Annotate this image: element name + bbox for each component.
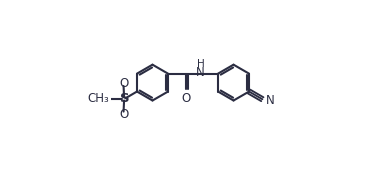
Text: O: O (119, 108, 128, 121)
Text: H: H (197, 59, 204, 69)
Text: S: S (120, 92, 129, 105)
Text: O: O (119, 77, 128, 90)
Text: O: O (181, 92, 190, 105)
Text: N: N (196, 66, 205, 79)
Text: N: N (265, 94, 274, 107)
Text: CH₃: CH₃ (88, 92, 109, 105)
